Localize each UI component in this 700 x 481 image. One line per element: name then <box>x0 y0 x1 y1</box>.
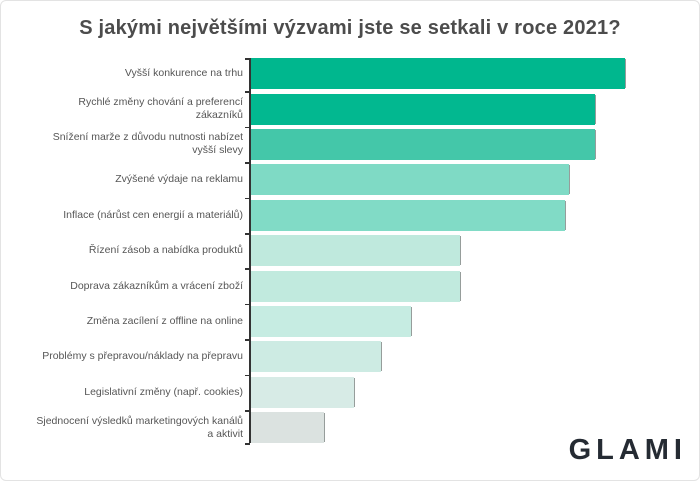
bar-track <box>249 268 686 303</box>
bar-row: Rychlé změny chování a preferencí zákazn… <box>31 91 686 126</box>
axis-tick <box>244 443 250 445</box>
category-label: Snížení marže z důvodu nutnosti nabízet … <box>52 131 243 157</box>
bar-row: Legislativní změny (např. cookies) <box>31 375 686 410</box>
axis-tick <box>244 339 250 341</box>
axis-tick <box>244 233 250 235</box>
bar-11 <box>249 412 325 444</box>
bar-row: Vyšší konkurence na trhu <box>31 56 686 91</box>
axis-tick <box>244 162 250 164</box>
axis-tick <box>244 268 250 270</box>
category-label: Vyšší konkurence na trhu <box>124 67 243 80</box>
bar-track <box>249 162 686 197</box>
category-label: Doprava zákazníkům a vrácení zboží <box>70 279 243 292</box>
bar-rows: Vyšší konkurence na trhu Rychlé změny cho… <box>31 56 686 445</box>
category-label: Sjednocení výsledků marketingových kanál… <box>36 414 243 440</box>
axis-tick <box>244 126 250 129</box>
bar-8 <box>249 305 411 337</box>
y-axis-line <box>249 58 251 444</box>
bar-row: Zvýšené výdaje na reklamu <box>31 162 686 197</box>
bar-row: Snížení marže z důvodu nutnosti nabízet … <box>31 127 686 162</box>
bar-9 <box>249 341 381 373</box>
axis-tick <box>244 58 250 60</box>
bar-row: Řízení zásob a nabídka produktů <box>31 233 686 268</box>
bar-track <box>249 339 686 374</box>
category-label: Problémy s přepravou/náklady na přepravu <box>42 350 243 363</box>
bar-track <box>249 410 686 445</box>
axis-tick <box>244 303 250 306</box>
bar-row: Sjednocení výsledků marketingových kanál… <box>31 410 686 445</box>
axis-tick <box>244 374 250 377</box>
axis-tick <box>244 410 250 412</box>
bar-track <box>249 91 686 126</box>
bar-row: Inflace (nárůst cen energií a materiálů) <box>31 198 686 233</box>
glami-logo: GLAMI <box>568 434 687 466</box>
category-label: Inflace (nárůst cen energií a materiálů) <box>63 208 243 221</box>
bar-track <box>249 233 686 268</box>
bar-track <box>249 304 686 339</box>
bar-track <box>249 198 686 233</box>
bar-10 <box>249 376 355 408</box>
category-label: Zvýšené výdaje na reklamu <box>115 173 243 186</box>
bar-track <box>249 375 686 410</box>
category-label: Rychlé změny chování a preferencí zákazn… <box>78 96 243 122</box>
axis-tick <box>244 197 250 200</box>
bar-row: Doprava zákazníkům a vrácení zboží <box>31 268 686 303</box>
bar-6 <box>249 235 460 267</box>
axis-tick <box>244 91 250 93</box>
bar-row: Změna zacílení z offline na online <box>31 304 686 339</box>
bar-5 <box>249 199 565 231</box>
bar-2 <box>249 93 595 125</box>
category-label: Změna zacílení z offline na online <box>86 314 243 327</box>
category-label: Legislativní změny (např. cookies) <box>84 385 243 398</box>
category-label: Řízení zásob a nabídka produktů <box>88 244 243 257</box>
bar-4 <box>249 164 569 196</box>
bar-track <box>249 127 686 162</box>
bar-track <box>249 56 686 91</box>
bar-1 <box>249 58 625 90</box>
bar-7 <box>249 270 460 302</box>
chart-title: S jakými největšími výzvami jste se setk… <box>79 17 621 39</box>
bar-chart: Vyšší konkurence na trhu Rychlé změny cho… <box>31 56 686 445</box>
bar-row: Problémy s přepravou/náklady na přepravu <box>31 339 686 374</box>
bar-3 <box>249 128 595 160</box>
